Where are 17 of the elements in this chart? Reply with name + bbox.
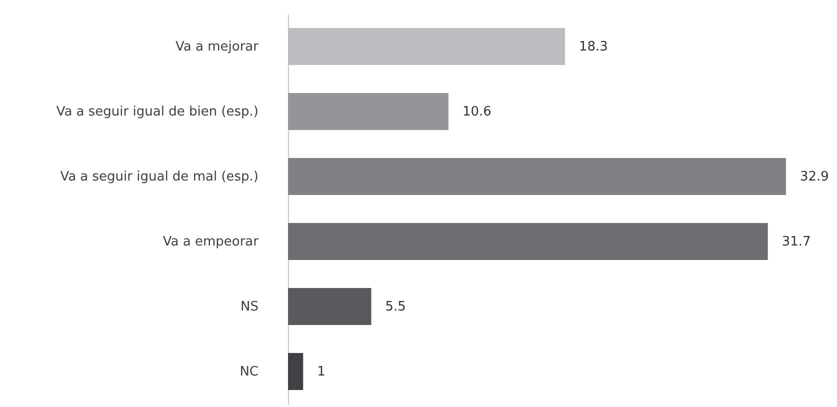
bar: [288, 158, 786, 196]
y-tick-label: Va a mejorar: [176, 40, 260, 54]
data-label: 32.9: [800, 170, 829, 184]
y-tick-label: Va a empeorar: [162, 234, 260, 250]
y-tick-label: NS: [240, 300, 258, 314]
bar: [288, 288, 372, 326]
data-label: 31.7: [782, 234, 811, 250]
y-tick-label: Va a seguir igual de mal (esp.): [60, 170, 258, 184]
y-tick-label: NC: [240, 364, 258, 380]
data-label: 10.6: [462, 104, 492, 120]
data-label: 1: [317, 364, 326, 380]
bar: [288, 222, 768, 260]
data-label: 18.3: [579, 40, 608, 54]
data-label: 5.5: [385, 300, 406, 314]
y-tick-label: Va a seguir igual de bien (esp.): [56, 104, 258, 120]
bar: [288, 352, 304, 390]
bar: [288, 92, 448, 130]
